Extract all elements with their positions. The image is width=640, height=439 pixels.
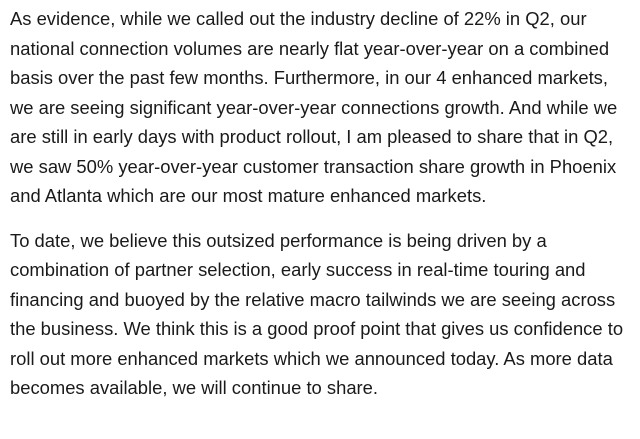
document-body: As evidence, while we called out the ind… [10,8,624,399]
paragraph-to-date: To date, we believe this outsized perfor… [10,229,624,399]
paragraph-evidence: As evidence, while we called out the ind… [10,8,618,206]
